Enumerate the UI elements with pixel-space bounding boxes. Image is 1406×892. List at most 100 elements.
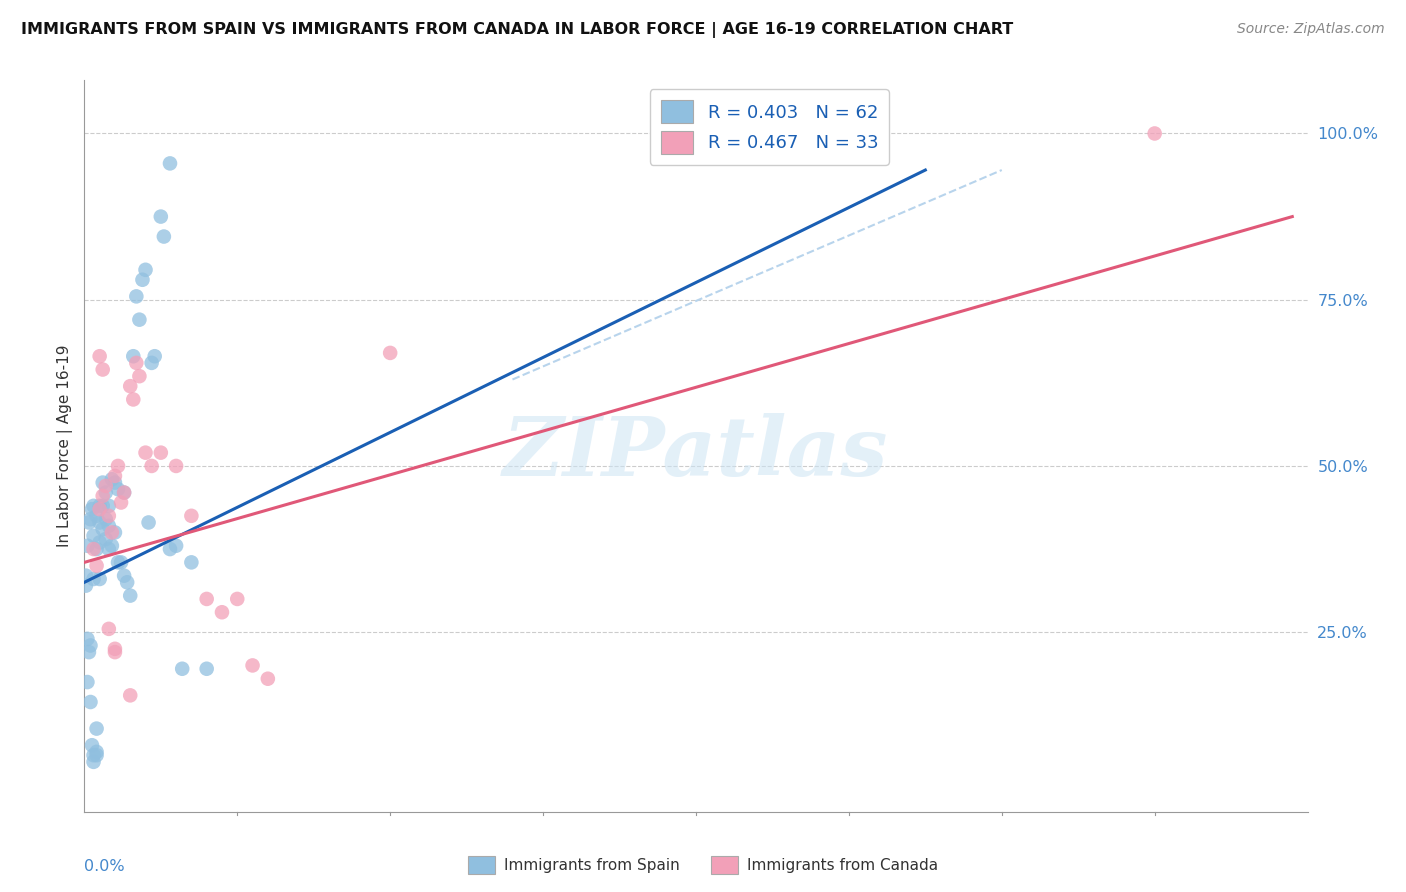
Point bbox=[79, 639, 101, 653]
Point bbox=[83, 748, 105, 763]
Point bbox=[91, 522, 114, 536]
Point bbox=[89, 499, 111, 513]
Point bbox=[89, 502, 111, 516]
Point bbox=[94, 485, 117, 500]
Point bbox=[135, 445, 157, 459]
Point bbox=[97, 622, 120, 636]
Point bbox=[75, 568, 97, 582]
Point bbox=[122, 349, 145, 363]
Point bbox=[159, 542, 181, 557]
Point bbox=[104, 641, 127, 656]
Point bbox=[211, 605, 233, 619]
Point bbox=[86, 508, 108, 523]
Point bbox=[83, 542, 105, 557]
Point bbox=[107, 555, 129, 569]
Point bbox=[128, 312, 150, 326]
Legend: Immigrants from Spain, Immigrants from Canada: Immigrants from Spain, Immigrants from C… bbox=[461, 850, 945, 880]
Point bbox=[138, 516, 160, 530]
Legend: R = 0.403   N = 62, R = 0.467   N = 33: R = 0.403 N = 62, R = 0.467 N = 33 bbox=[650, 89, 889, 165]
Point bbox=[101, 539, 124, 553]
Point bbox=[86, 558, 108, 573]
Point bbox=[149, 445, 172, 459]
Point bbox=[91, 499, 114, 513]
Point bbox=[97, 508, 120, 523]
Text: Source: ZipAtlas.com: Source: ZipAtlas.com bbox=[1237, 22, 1385, 37]
Point bbox=[76, 539, 98, 553]
Point bbox=[107, 482, 129, 496]
Point bbox=[94, 532, 117, 546]
Point bbox=[94, 479, 117, 493]
Point bbox=[257, 672, 280, 686]
Point bbox=[195, 591, 218, 606]
Text: 0.0%: 0.0% bbox=[84, 859, 125, 874]
Point bbox=[75, 579, 97, 593]
Point bbox=[91, 475, 114, 490]
Point bbox=[104, 525, 127, 540]
Point bbox=[86, 722, 108, 736]
Point bbox=[79, 695, 101, 709]
Point bbox=[172, 662, 194, 676]
Point bbox=[86, 745, 108, 759]
Point bbox=[104, 645, 127, 659]
Point bbox=[83, 499, 105, 513]
Point bbox=[120, 589, 142, 603]
Point bbox=[242, 658, 264, 673]
Point bbox=[97, 499, 120, 513]
Point bbox=[89, 349, 111, 363]
Point bbox=[112, 485, 135, 500]
Point bbox=[89, 572, 111, 586]
Point bbox=[80, 502, 103, 516]
Point bbox=[141, 356, 163, 370]
Point bbox=[159, 156, 181, 170]
Point bbox=[86, 748, 108, 763]
Point bbox=[76, 675, 98, 690]
Point bbox=[112, 485, 135, 500]
Point bbox=[110, 555, 132, 569]
Point bbox=[122, 392, 145, 407]
Point bbox=[110, 495, 132, 509]
Point bbox=[112, 568, 135, 582]
Text: ZIPatlas: ZIPatlas bbox=[503, 413, 889, 493]
Point bbox=[97, 542, 120, 557]
Point bbox=[101, 472, 124, 486]
Point bbox=[97, 518, 120, 533]
Point bbox=[79, 512, 101, 526]
Point bbox=[180, 555, 202, 569]
Point bbox=[1143, 127, 1166, 141]
Point bbox=[89, 516, 111, 530]
Point bbox=[76, 632, 98, 646]
Point bbox=[135, 262, 157, 277]
Point bbox=[83, 755, 105, 769]
Point bbox=[77, 516, 100, 530]
Point bbox=[89, 535, 111, 549]
Point bbox=[83, 529, 105, 543]
Point bbox=[226, 591, 249, 606]
Point bbox=[83, 572, 105, 586]
Point bbox=[165, 458, 187, 473]
Point bbox=[91, 362, 114, 376]
Point bbox=[86, 542, 108, 557]
Point bbox=[153, 229, 176, 244]
Point bbox=[91, 489, 114, 503]
Point bbox=[115, 575, 138, 590]
Point bbox=[180, 508, 202, 523]
Point bbox=[120, 379, 142, 393]
Point bbox=[104, 475, 127, 490]
Point bbox=[125, 356, 148, 370]
Point bbox=[141, 458, 163, 473]
Point bbox=[195, 662, 218, 676]
Point bbox=[104, 469, 127, 483]
Y-axis label: In Labor Force | Age 16-19: In Labor Force | Age 16-19 bbox=[58, 344, 73, 548]
Point bbox=[128, 369, 150, 384]
Point bbox=[77, 645, 100, 659]
Point bbox=[380, 346, 402, 360]
Point bbox=[149, 210, 172, 224]
Point bbox=[143, 349, 166, 363]
Point bbox=[131, 273, 153, 287]
Point bbox=[80, 738, 103, 752]
Point bbox=[120, 689, 142, 703]
Point bbox=[107, 458, 129, 473]
Point bbox=[125, 289, 148, 303]
Text: IMMIGRANTS FROM SPAIN VS IMMIGRANTS FROM CANADA IN LABOR FORCE | AGE 16-19 CORRE: IMMIGRANTS FROM SPAIN VS IMMIGRANTS FROM… bbox=[21, 22, 1014, 38]
Point bbox=[165, 539, 187, 553]
